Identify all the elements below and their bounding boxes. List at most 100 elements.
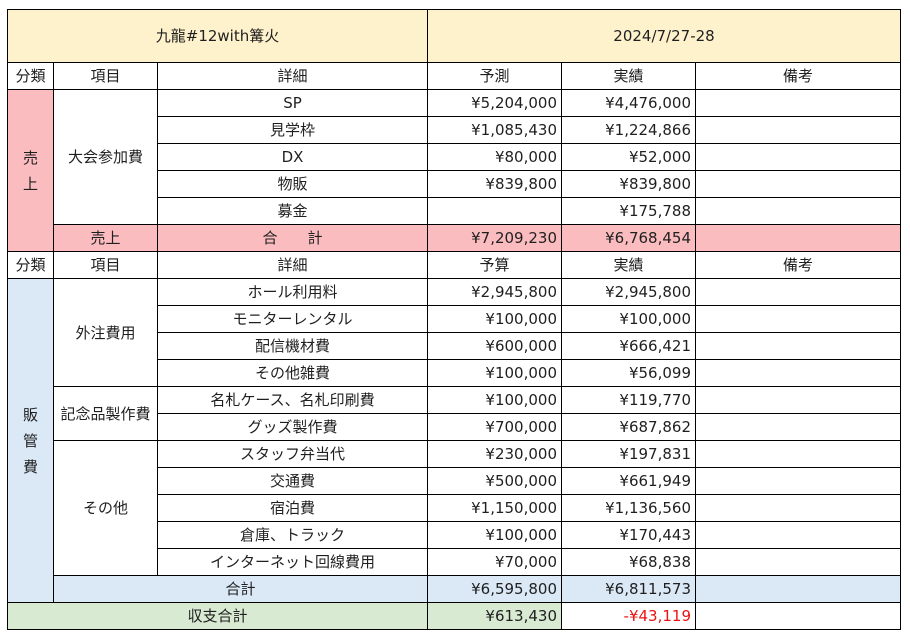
event-date[interactable]: 2024/7/27-28 [427, 9, 901, 63]
detail-cell[interactable]: 倉庫、トラック [157, 521, 428, 549]
detail-cell[interactable]: その他雑費 [157, 359, 428, 387]
actual-cell[interactable]: ¥2,945,800 [561, 278, 696, 306]
table-row: その他 スタッフ弁当代 ¥230,000 ¥197,831 [8, 440, 901, 576]
budget-cell[interactable]: ¥600,000 [427, 332, 562, 360]
forecast-cell[interactable]: ¥5,204,000 [427, 89, 562, 117]
actual-cell[interactable]: ¥197,831 [561, 440, 696, 468]
budget-cell[interactable]: ¥100,000 [427, 386, 562, 414]
note-cell[interactable] [695, 278, 901, 306]
forecast-cell[interactable]: ¥839,800 [427, 170, 562, 198]
balance-label[interactable]: 収支合計 [7, 602, 428, 630]
category-char: 費 [22, 457, 38, 476]
actual-cell[interactable]: ¥170,443 [561, 521, 696, 549]
table-row: 販 管 費 外注費用 ホール利用料 ¥2,945,800 ¥2,945,800 [7, 278, 901, 603]
note-cell[interactable] [695, 170, 901, 198]
note-cell[interactable] [695, 386, 901, 414]
header-note[interactable]: 備考 [695, 251, 901, 279]
actual-cell[interactable]: ¥4,476,000 [561, 89, 696, 117]
forecast-cell[interactable] [427, 197, 562, 225]
expense-total-actual[interactable]: ¥6,811,573 [561, 575, 696, 603]
actual-cell[interactable]: ¥661,949 [561, 467, 696, 495]
actual-cell[interactable]: ¥119,770 [561, 386, 696, 414]
sales-total-actual[interactable]: ¥6,768,454 [561, 224, 696, 252]
header-detail[interactable]: 詳細 [157, 62, 428, 90]
budget-cell[interactable]: ¥70,000 [427, 548, 562, 576]
note-cell[interactable] [695, 143, 901, 171]
expense-total-label[interactable]: 合計 [53, 575, 428, 603]
sales-group-cell[interactable]: 大会参加費 [53, 89, 158, 225]
detail-cell[interactable]: スタッフ弁当代 [157, 440, 428, 468]
detail-cell[interactable]: 宿泊費 [157, 494, 428, 522]
budget-cell[interactable]: ¥500,000 [427, 467, 562, 495]
note-cell[interactable] [695, 548, 901, 576]
note-cell[interactable] [695, 332, 901, 360]
note-cell[interactable] [695, 467, 901, 495]
detail-cell[interactable]: 見学枠 [157, 116, 428, 144]
detail-cell[interactable]: 名札ケース、名札印刷費 [157, 386, 428, 414]
note-cell[interactable] [695, 413, 901, 441]
header-actual[interactable]: 実績 [561, 251, 696, 279]
detail-cell[interactable]: SP [157, 89, 428, 117]
detail-cell[interactable]: 物販 [157, 170, 428, 198]
note-cell[interactable] [695, 116, 901, 144]
expense-total-note[interactable] [695, 575, 901, 603]
actual-cell[interactable]: ¥1,136,560 [561, 494, 696, 522]
actual-cell[interactable]: ¥175,788 [561, 197, 696, 225]
detail-cell[interactable]: グッズ製作費 [157, 413, 428, 441]
actual-cell[interactable]: ¥1,224,866 [561, 116, 696, 144]
header-category[interactable]: 分類 [7, 62, 54, 90]
actual-cell[interactable]: ¥52,000 [561, 143, 696, 171]
balance-note[interactable] [695, 602, 901, 630]
header-category[interactable]: 分類 [7, 251, 54, 279]
sales-total-forecast[interactable]: ¥7,209,230 [427, 224, 562, 252]
note-cell[interactable] [695, 494, 901, 522]
note-cell[interactable] [695, 305, 901, 333]
detail-cell[interactable]: モニターレンタル [157, 305, 428, 333]
actual-cell[interactable]: ¥68,838 [561, 548, 696, 576]
header-note[interactable]: 備考 [695, 62, 901, 90]
budget-cell[interactable]: ¥2,945,800 [427, 278, 562, 306]
expense-category-cell[interactable]: 販 管 費 [7, 278, 54, 603]
header-actual[interactable]: 実績 [561, 62, 696, 90]
header-budget[interactable]: 予算 [427, 251, 562, 279]
forecast-cell[interactable]: ¥1,085,430 [427, 116, 562, 144]
sales-category-cell[interactable]: 売 上 [7, 89, 54, 252]
detail-cell[interactable]: 募金 [157, 197, 428, 225]
header-detail[interactable]: 詳細 [157, 251, 428, 279]
note-cell[interactable] [695, 521, 901, 549]
note-cell[interactable] [695, 440, 901, 468]
budget-cell[interactable]: ¥230,000 [427, 440, 562, 468]
expense-total-budget[interactable]: ¥6,595,800 [427, 575, 562, 603]
expense-group-cell[interactable]: その他 [53, 440, 158, 576]
budget-cell[interactable]: ¥100,000 [427, 359, 562, 387]
header-forecast[interactable]: 予測 [427, 62, 562, 90]
header-item[interactable]: 項目 [53, 62, 158, 90]
header-item[interactable]: 項目 [53, 251, 158, 279]
detail-cell[interactable]: 配信機材費 [157, 332, 428, 360]
budget-cell[interactable]: ¥700,000 [427, 413, 562, 441]
expense-group-cell[interactable]: 外注費用 [53, 278, 158, 387]
detail-cell[interactable]: DX [157, 143, 428, 171]
note-cell[interactable] [695, 89, 901, 117]
forecast-cell[interactable]: ¥80,000 [427, 143, 562, 171]
detail-cell[interactable]: インターネット回線費用 [157, 548, 428, 576]
actual-cell[interactable]: ¥687,862 [561, 413, 696, 441]
sales-total-detail[interactable]: 合 計 [157, 224, 428, 252]
budget-cell[interactable]: ¥1,150,000 [427, 494, 562, 522]
balance-actual[interactable]: -¥43,119 [561, 602, 696, 630]
detail-cell[interactable]: ホール利用料 [157, 278, 428, 306]
actual-cell[interactable]: ¥100,000 [561, 305, 696, 333]
actual-cell[interactable]: ¥666,421 [561, 332, 696, 360]
sales-total-label[interactable]: 売上 [53, 224, 158, 252]
event-title[interactable]: 九龍#12with篝火 [7, 9, 428, 63]
budget-cell[interactable]: ¥100,000 [427, 305, 562, 333]
actual-cell[interactable]: ¥56,099 [561, 359, 696, 387]
balance-forecast[interactable]: ¥613,430 [427, 602, 562, 630]
note-cell[interactable] [695, 197, 901, 225]
budget-cell[interactable]: ¥100,000 [427, 521, 562, 549]
note-cell[interactable] [695, 359, 901, 387]
expense-group-cell[interactable]: 記念品製作費 [53, 386, 158, 441]
actual-cell[interactable]: ¥839,800 [561, 170, 696, 198]
sales-total-note[interactable] [695, 224, 901, 252]
detail-cell[interactable]: 交通費 [157, 467, 428, 495]
